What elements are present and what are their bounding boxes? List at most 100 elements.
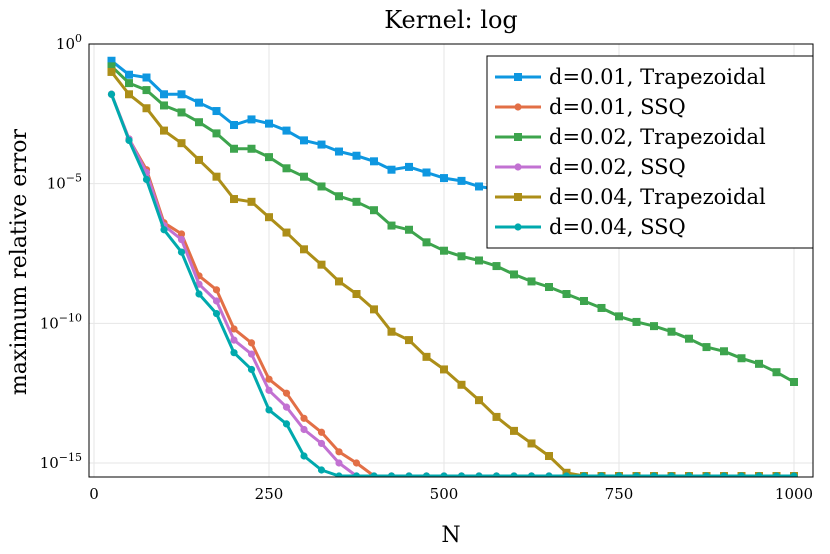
data-point: [527, 439, 536, 448]
data-point: [247, 365, 256, 374]
data-point: [300, 136, 308, 145]
data-point: [300, 425, 308, 434]
data-point: [212, 172, 221, 181]
data-point: [510, 472, 518, 477]
data-point: [335, 448, 343, 456]
data-point: [230, 144, 238, 153]
data-point: [440, 365, 448, 374]
data-point: [440, 472, 448, 477]
data-point: [125, 136, 133, 144]
data-point: [387, 327, 396, 336]
data-point: [492, 412, 501, 421]
data-point: [125, 90, 133, 99]
data-point: [405, 336, 413, 345]
data-point: [685, 472, 693, 477]
data-point: [195, 155, 203, 164]
data-point: [685, 334, 693, 343]
data-point: [107, 67, 116, 76]
data-point: [230, 349, 238, 357]
legend-label: d=0.01, Trapezoidal: [549, 65, 766, 89]
data-point: [667, 327, 676, 336]
legend-swatch-marker: [514, 163, 522, 171]
data-point: [387, 472, 396, 477]
data-point: [230, 195, 238, 204]
data-point: [125, 70, 133, 79]
data-point: [580, 472, 588, 477]
legend-swatch-marker: [514, 223, 522, 231]
data-point: [177, 139, 186, 148]
data-point: [457, 472, 466, 477]
data-point: [755, 472, 763, 477]
data-point: [597, 303, 606, 312]
data-point: [282, 420, 291, 428]
data-point: [125, 79, 133, 88]
data-point: [597, 472, 606, 477]
data-point: [212, 309, 221, 318]
data-point: [160, 90, 168, 99]
data-point: [352, 459, 361, 467]
data-point: [405, 162, 413, 171]
x-axis-label: N: [441, 523, 460, 548]
data-point: [247, 115, 256, 124]
data-point: [142, 73, 151, 82]
data-point: [632, 317, 641, 326]
data-point: [352, 472, 361, 477]
data-point: [247, 350, 256, 358]
data-point: [142, 104, 151, 113]
data-point: [317, 182, 326, 191]
data-point: [335, 459, 343, 467]
y-tick-labels: 100 10−5 10−10 10−15: [40, 32, 82, 472]
data-point: [212, 129, 221, 138]
data-point: [790, 472, 798, 477]
legend-label: d=0.02, Trapezoidal: [549, 125, 766, 149]
y-tick-label: 10−15: [40, 451, 82, 472]
plot-frame: [88, 43, 814, 478]
data-point: [422, 352, 431, 361]
data-point: [702, 343, 711, 352]
legend: d=0.01, Trapezoidal d=0.01, SSQ d=0.02, Tr…: [486, 55, 814, 249]
data-point: [720, 472, 728, 477]
legend-swatch-marker: [514, 193, 522, 201]
legend-label: d=0.01, SSQ: [549, 95, 686, 119]
x-tick-label: 750: [605, 485, 634, 503]
data-point: [632, 472, 641, 477]
data-point: [440, 174, 448, 183]
data-point: [230, 121, 238, 130]
data-point: [475, 182, 483, 191]
data-point: [790, 377, 798, 386]
data-point: [282, 389, 291, 397]
data-point: [615, 472, 623, 477]
data-point: [720, 347, 728, 356]
x-tick-label: 0: [89, 485, 99, 503]
x-tick-labels: 0 250 500 750 1000: [89, 485, 813, 503]
data-point: [300, 245, 308, 254]
data-point: [282, 164, 291, 173]
data-point: [527, 277, 536, 286]
data-point: [177, 235, 186, 244]
data-point: [317, 428, 326, 436]
data-point: [317, 466, 326, 474]
data-point: [370, 206, 378, 215]
data-point: [195, 118, 203, 127]
data-point: [300, 452, 308, 460]
data-point: [457, 176, 466, 185]
data-point: [492, 262, 501, 271]
x-tick-label: 1000: [775, 485, 813, 503]
legend-item: d=0.02, SSQ: [495, 155, 686, 179]
data-point: [247, 197, 256, 206]
data-point: [265, 406, 273, 414]
data-point: [317, 260, 326, 269]
data-point: [335, 147, 343, 156]
data-point: [457, 252, 466, 261]
data-point: [212, 297, 221, 305]
data-point: [737, 354, 746, 363]
data-point: [422, 238, 431, 247]
legend-label: d=0.04, SSQ: [549, 215, 686, 239]
data-point: [352, 290, 361, 299]
legend-label: d=0.04, Trapezoidal: [549, 185, 766, 209]
data-point: [282, 228, 291, 237]
data-point: [177, 108, 186, 117]
series-line: [110, 65, 795, 384]
data-point: [650, 322, 658, 331]
